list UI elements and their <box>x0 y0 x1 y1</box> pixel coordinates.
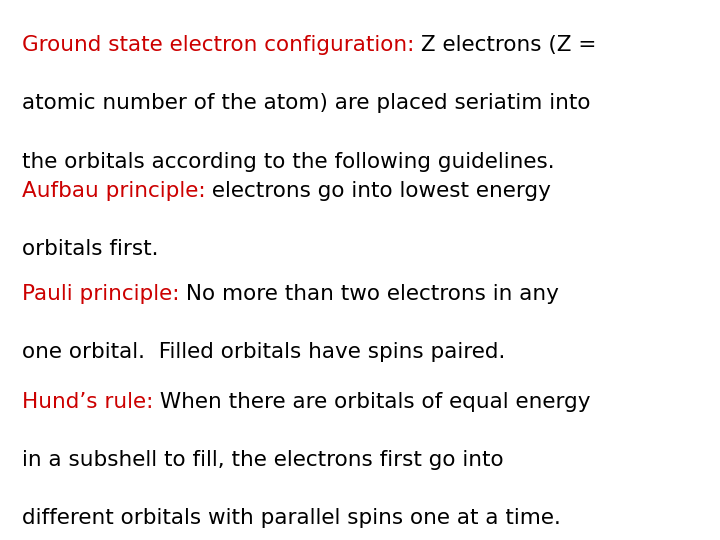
Text: When there are orbitals of equal energy: When there are orbitals of equal energy <box>153 392 590 411</box>
Text: Ground state electron configuration:: Ground state electron configuration: <box>22 35 414 55</box>
Text: one orbital.  Filled orbitals have spins paired.: one orbital. Filled orbitals have spins … <box>22 342 505 362</box>
Text: Z electrons (Z =: Z electrons (Z = <box>414 35 596 55</box>
Text: No more than two electrons in any: No more than two electrons in any <box>179 284 559 303</box>
Text: orbitals first.: orbitals first. <box>22 239 158 259</box>
Text: Hund’s rule:: Hund’s rule: <box>22 392 153 411</box>
Text: different orbitals with parallel spins one at a time.: different orbitals with parallel spins o… <box>22 508 560 528</box>
Text: atomic number of the atom) are placed seriatim into: atomic number of the atom) are placed se… <box>22 93 590 113</box>
Text: Pauli principle:: Pauli principle: <box>22 284 179 303</box>
Text: in a subshell to fill, the electrons first go into: in a subshell to fill, the electrons fir… <box>22 450 503 470</box>
Text: the orbitals according to the following guidelines.: the orbitals according to the following … <box>22 152 554 172</box>
Text: electrons go into lowest energy: electrons go into lowest energy <box>205 181 551 201</box>
Text: Aufbau principle:: Aufbau principle: <box>22 181 205 201</box>
